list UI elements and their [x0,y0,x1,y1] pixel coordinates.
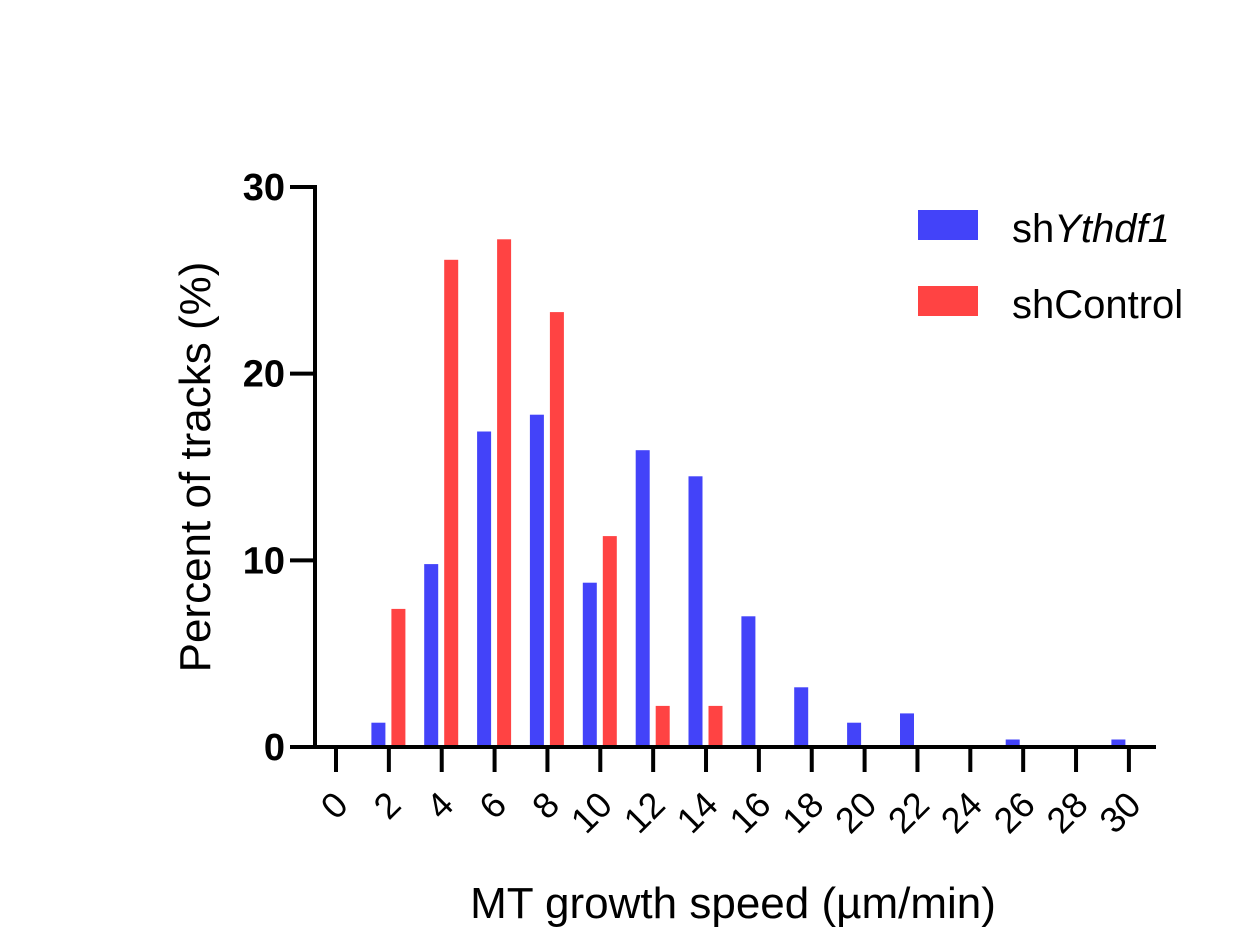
xtick-label-14: 14 [668,784,725,841]
ytick-label-10: 10 [243,540,285,582]
bar-ythdf1-8 [529,414,544,747]
legend-label-shcontrol: shControl [1012,283,1183,327]
legend-label-ythdf1-prefix: sh [1012,207,1054,251]
xtick-label-12: 12 [616,784,673,841]
bars-layer [371,239,1126,748]
bar-ythdf1-20 [847,722,862,747]
ytick-label-20: 20 [243,354,285,396]
bar-ythdf1-6 [477,431,492,747]
bar-shcontrol-10 [602,536,617,747]
xtick-label-8: 8 [524,784,567,827]
xtick-label-2: 2 [365,784,408,827]
legend-swatch-ythdf1 [918,210,978,240]
xtick-label-6: 6 [471,784,514,827]
bar-shcontrol-2 [391,608,406,747]
bar-ythdf1-14 [688,476,703,747]
bar-ythdf1-30 [1111,739,1126,747]
xtick-label-20: 20 [827,784,884,841]
bar-ythdf1-12 [635,450,650,747]
bar-ythdf1-16 [741,616,756,747]
bar-shcontrol-4 [444,259,459,747]
bar-shcontrol-8 [549,312,564,747]
ytick-label-30: 30 [243,167,285,209]
xtick-label-18: 18 [774,784,831,841]
ytick-label-0: 0 [264,727,285,769]
bar-ythdf1-18 [794,687,809,747]
bar-ythdf1-22 [900,713,914,747]
xtick-label-4: 4 [418,784,461,827]
bar-shcontrol-12 [655,705,670,747]
bar-shcontrol-14 [708,705,723,747]
legend-label-ythdf1: shYthdf1 [1012,207,1170,251]
axes-layer [313,185,1156,749]
bar-ythdf1-4 [424,564,439,747]
xtick-label-24: 24 [933,784,990,841]
xtick-label-26: 26 [986,784,1043,841]
bar-ythdf1-2 [371,722,386,747]
xtick-label-28: 28 [1038,784,1095,841]
xtick-label-22: 22 [880,784,937,841]
xtick-label-30: 30 [1091,784,1148,841]
legend: shYthdf1 shControl [918,207,1183,327]
y-axis-title: Percent of tracks (%) [171,262,220,673]
xtick-label-0: 0 [313,784,356,827]
bar-shcontrol-6 [497,239,512,748]
xtick-label-16: 16 [721,784,778,841]
legend-label-ythdf1-gene: Ythdf1 [1054,207,1170,251]
xtick-label-10: 10 [563,784,620,841]
bar-ythdf1-10 [582,582,597,747]
bar-ythdf1-26 [1005,739,1020,747]
x-axis-title: MT growth speed (µm/min) [470,879,996,928]
legend-swatch-shcontrol [918,286,978,316]
